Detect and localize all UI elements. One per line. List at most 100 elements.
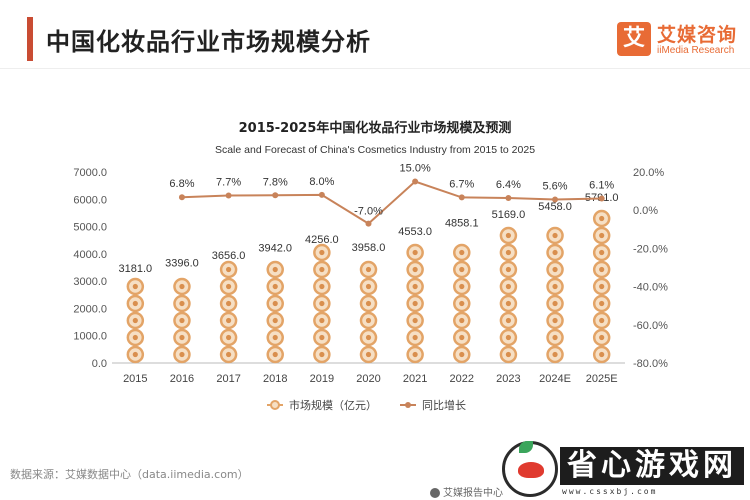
- bar-segment-center: [365, 351, 372, 358]
- bar: [499, 226, 518, 364]
- growth-label: 5.6%: [543, 181, 568, 193]
- bar-segment-center: [272, 334, 278, 341]
- y-tick-label: 5000.0: [73, 222, 107, 234]
- bar-segment-center: [599, 317, 605, 324]
- brand-mark: 艾: [617, 22, 651, 56]
- bar-segment-center: [225, 266, 232, 273]
- y2-tick-label: -80.0%: [633, 358, 668, 370]
- footer-brand: 艾媒报告中心: [430, 484, 503, 499]
- bar-segment-center: [319, 351, 325, 358]
- growth-point: [598, 195, 605, 202]
- bar-segment-center: [505, 317, 512, 324]
- growth-label: 6.7%: [449, 178, 474, 190]
- bar-segment-center: [225, 300, 232, 307]
- bar-segment-center: [319, 249, 325, 256]
- bar-segment-center: [505, 232, 512, 239]
- watermark-logo-icon: [502, 441, 558, 497]
- bar: [406, 243, 424, 364]
- page-title: 中国化妆品行业市场规模分析: [46, 28, 371, 56]
- y-tick-label: 7000.0: [73, 167, 107, 179]
- bar: [313, 243, 331, 364]
- bar-segment-center: [179, 300, 185, 307]
- growth-line: [181, 180, 602, 225]
- bar-segment-center: [179, 283, 185, 290]
- growth-label: 7.7%: [216, 176, 241, 188]
- brand-logo[interactable]: 艾 艾媒咨询 iiMedia Research: [617, 20, 745, 60]
- bar-segment-center: [412, 300, 418, 307]
- y-tick-label: 0.0: [92, 358, 107, 370]
- bar-segment-center: [132, 334, 138, 341]
- bar-segment-center: [459, 334, 465, 341]
- bar-segment-center: [599, 351, 605, 358]
- bar-segment-center: [599, 232, 605, 239]
- growth-point: [318, 191, 325, 198]
- bar-segment-center: [132, 283, 138, 290]
- bar-segment-center: [552, 283, 558, 290]
- growth-label: 8.0%: [309, 176, 334, 188]
- bar-segment-center: [225, 317, 232, 324]
- bar-segment-center: [319, 317, 325, 324]
- growth-point: [272, 192, 279, 199]
- bar-segment-center: [272, 283, 278, 290]
- x-tick-label: 2020: [356, 373, 380, 385]
- growth-point: [178, 194, 185, 201]
- bar-segment-center: [412, 283, 418, 290]
- y2-tick-label: 0.0%: [633, 205, 658, 217]
- x-tick-label: 2017: [216, 373, 240, 385]
- bar-segment-center: [225, 351, 232, 358]
- bar-value-label: 3942.0: [258, 242, 292, 254]
- watermark: 省心游戏网 www.cssxbj.com: [500, 441, 746, 497]
- bar-segment-center: [272, 351, 278, 358]
- bar-segment-center: [179, 334, 185, 341]
- header-divider: [0, 68, 750, 69]
- legend-line-label: 同比增长: [422, 398, 466, 412]
- bar: [546, 226, 564, 364]
- bar-value-label: 4553.0: [398, 226, 432, 238]
- bar-segment-center: [505, 266, 512, 273]
- growth-label: 6.8%: [169, 178, 194, 190]
- bar-segment-center: [412, 249, 418, 256]
- bar-segment-center: [552, 351, 558, 358]
- bar-segment-center: [599, 266, 605, 273]
- growth-label: 6.1%: [589, 180, 614, 192]
- brand-subtitle: iiMedia Research: [657, 45, 735, 56]
- growth-point: [505, 194, 512, 201]
- chart-subtitle: Scale and Forecast of China's Cosmetics …: [215, 144, 535, 156]
- x-tick-label: 2018: [263, 373, 287, 385]
- bar-segment-center: [319, 334, 325, 341]
- bar-segment-center: [132, 317, 138, 324]
- bar: [453, 243, 471, 364]
- bar-segment-center: [132, 351, 138, 358]
- growth-point: [225, 192, 232, 199]
- y2-tick-label: -40.0%: [633, 282, 668, 294]
- bar-segment-center: [552, 317, 558, 324]
- bar-value-label: 3396.0: [165, 257, 199, 269]
- growth-point: [552, 196, 559, 203]
- y2-tick-label: -60.0%: [633, 320, 668, 332]
- growth-label: 6.4%: [496, 179, 521, 191]
- growth-label: 15.0%: [400, 163, 431, 175]
- bar-segment-center: [552, 334, 558, 341]
- bar-segment-center: [599, 334, 605, 341]
- bar-value-label: 3958.0: [352, 242, 386, 254]
- growth-point: [365, 220, 372, 227]
- y2-tick-label: 20.0%: [633, 167, 664, 179]
- growth-label: 7.8%: [263, 176, 288, 188]
- title-accent-bar: [27, 17, 33, 61]
- bar-segment-center: [599, 249, 605, 256]
- bar-segment-center: [365, 334, 372, 341]
- bar-segment-center: [552, 300, 558, 307]
- x-tick-label: 2021: [403, 373, 427, 385]
- y2-tick-label: -20.0%: [633, 243, 668, 255]
- footer-brand-icon: [430, 488, 440, 498]
- y-tick-label: 2000.0: [73, 303, 107, 315]
- chart-title: 2015-2025年中国化妆品行业市场规模及预测: [239, 120, 512, 136]
- brand-name: 艾媒咨询: [657, 24, 738, 46]
- bar-segment-center: [599, 215, 605, 222]
- bar-segment-center: [365, 300, 372, 307]
- footer-brand-label: 艾媒报告中心: [443, 488, 503, 499]
- y-tick-label: 6000.0: [73, 194, 107, 206]
- x-tick-label: 2024E: [539, 373, 571, 385]
- bar-segment-center: [459, 283, 465, 290]
- bar-segment-center: [459, 317, 465, 324]
